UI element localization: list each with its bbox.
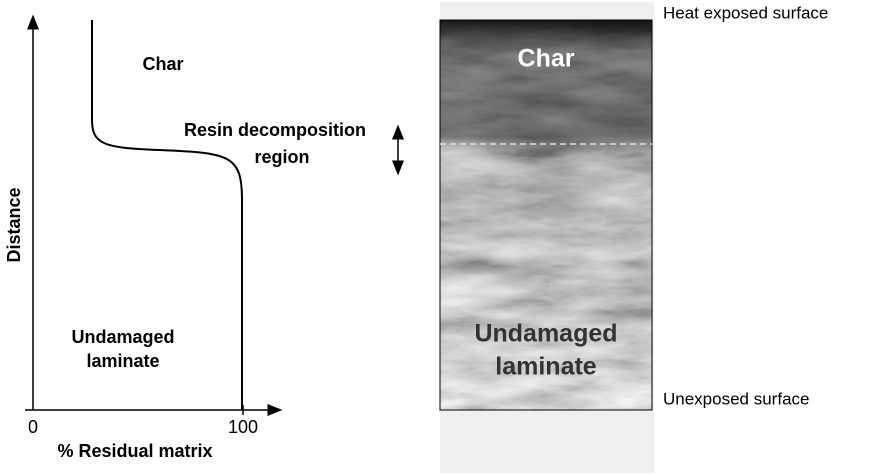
undamaged-label: Undamaged <box>71 327 174 347</box>
x-tick-label: 100 <box>228 417 258 437</box>
photo-border <box>439 19 653 411</box>
resin-label: region <box>254 147 309 167</box>
photo-undamaged-label: laminate <box>495 353 597 381</box>
char-label: Char <box>142 54 183 74</box>
top-surface-label: Heat exposed surface <box>663 3 828 22</box>
plot: 0 100 % Residual matrix Distance Char Re… <box>4 14 404 461</box>
photo-char-label: Char <box>518 45 575 73</box>
photo: Char Undamaged laminate Heat exposed sur… <box>439 2 828 473</box>
photo-undamaged-label: Undamaged <box>474 320 617 348</box>
undamaged-label: laminate <box>86 351 159 371</box>
resin-label: Resin decomposition <box>184 120 366 140</box>
x-tick-label: 0 <box>28 417 38 437</box>
bottom-surface-label: Unexposed surface <box>663 389 809 408</box>
residual-curve <box>91 20 243 410</box>
y-axis-label: Distance <box>4 187 24 262</box>
photo-shade <box>440 20 652 410</box>
x-axis-label: % Residual matrix <box>57 441 212 461</box>
